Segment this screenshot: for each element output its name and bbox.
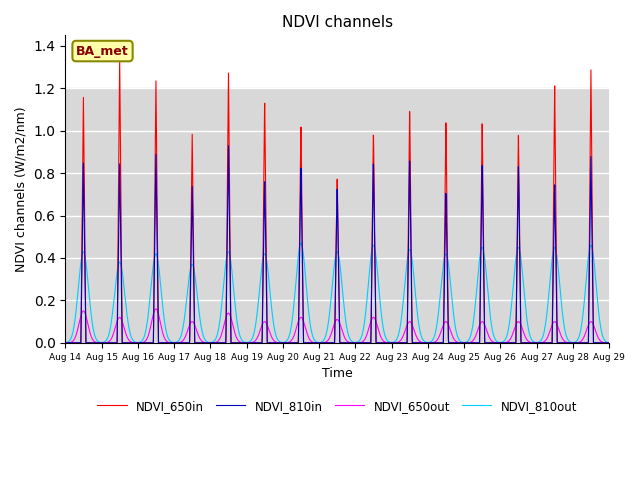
Line: NDVI_650in: NDVI_650in — [65, 59, 609, 343]
Line: NDVI_810in: NDVI_810in — [65, 145, 609, 343]
NDVI_650in — [116, 56, 124, 61]
NDVI_810out — [297, 240, 305, 246]
X-axis label: Time: Time — [322, 367, 353, 380]
NDVI_810in — [605, 340, 613, 346]
NDVI_650in — [595, 340, 602, 346]
NDVI_650in — [270, 340, 278, 346]
NDVI_650in — [61, 340, 69, 346]
Text: BA_met: BA_met — [76, 45, 129, 58]
NDVI_650in — [156, 340, 164, 346]
NDVI_650in — [124, 340, 131, 346]
NDVI_810in — [61, 340, 69, 346]
NDVI_810out — [156, 271, 163, 277]
NDVI_650in — [605, 340, 613, 346]
NDVI_810out — [294, 262, 301, 268]
NDVI_810in — [294, 340, 301, 346]
NDVI_650out — [124, 335, 131, 340]
NDVI_650out — [61, 340, 69, 346]
NDVI_810out — [270, 322, 278, 328]
NDVI_810in — [156, 340, 163, 346]
NDVI_810in — [124, 340, 131, 346]
NDVI_810in — [225, 143, 232, 148]
NDVI_650out — [156, 317, 164, 323]
NDVI_650in — [294, 340, 301, 346]
NDVI_810out — [595, 308, 602, 314]
NDVI_650out — [270, 338, 278, 344]
NDVI_650in — [536, 340, 544, 346]
NDVI_650out — [605, 340, 613, 346]
Y-axis label: NDVI channels (W/m2/nm): NDVI channels (W/m2/nm) — [15, 106, 28, 272]
NDVI_810in — [595, 340, 602, 346]
NDVI_810in — [270, 340, 278, 346]
NDVI_650out — [152, 306, 160, 312]
NDVI_650out — [294, 321, 301, 327]
Line: NDVI_650out: NDVI_650out — [65, 309, 609, 343]
NDVI_810out — [536, 338, 544, 344]
Line: NDVI_810out: NDVI_810out — [65, 243, 609, 343]
Bar — [65, 88, 609, 343]
NDVI_810out — [605, 340, 613, 346]
NDVI_810in — [536, 340, 544, 346]
NDVI_810out — [61, 340, 69, 346]
Legend: NDVI_650in, NDVI_810in, NDVI_650out, NDVI_810out: NDVI_650in, NDVI_810in, NDVI_650out, NDV… — [92, 395, 582, 417]
NDVI_650out — [536, 340, 544, 346]
NDVI_810out — [124, 314, 131, 320]
NDVI_650out — [595, 336, 602, 341]
Title: NDVI channels: NDVI channels — [282, 15, 393, 30]
